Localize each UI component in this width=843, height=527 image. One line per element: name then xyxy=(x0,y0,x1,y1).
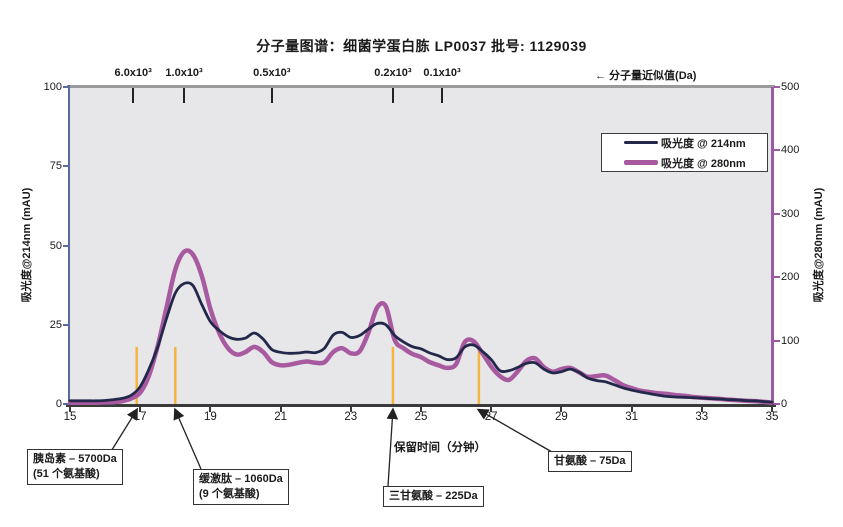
annotation-arrow-2 xyxy=(386,407,399,487)
annotation-box-2: 三甘氨酸 – 225Da xyxy=(383,486,484,507)
x-tick-label-3: 21 xyxy=(274,411,287,423)
y-right-tick-label-5: 500 xyxy=(781,81,800,93)
mw-marker-label-4: 0.1x10³ xyxy=(423,67,461,79)
x-tick-0 xyxy=(69,407,71,412)
mw-marker-tick-1 xyxy=(183,88,186,103)
y-right-tick-4 xyxy=(774,149,780,152)
y-right-tick-2 xyxy=(774,276,780,279)
molecular-weight-approx-label: ← 分子量近似值(Da) xyxy=(595,70,697,82)
y-left-tick-4 xyxy=(63,86,69,88)
right-axis-line xyxy=(771,87,774,406)
x-tick-label-4: 23 xyxy=(344,411,358,423)
mw-marker-label-0: 6.0x10³ xyxy=(114,67,152,79)
y-right-tick-label-3: 300 xyxy=(781,207,800,220)
annotation-box-1: 缓激肽 – 1060Da (9 个氨基酸) xyxy=(193,469,289,505)
x-tick-label-10: 35 xyxy=(765,411,779,423)
legend-line-swatch-0 xyxy=(624,141,658,144)
annotation-arrow-0 xyxy=(109,407,139,454)
x-tick-label-8: 31 xyxy=(625,411,638,423)
legend-item-1: 吸光度 @ 280nm xyxy=(602,155,767,171)
x-tick-2 xyxy=(209,407,212,412)
x-tick-label-2: 19 xyxy=(203,411,217,423)
mw-marker-tick-2 xyxy=(270,88,273,103)
legend-item-0: 吸光度 @ 214nm xyxy=(602,135,767,151)
mw-marker-label-3: 0.2x10³ xyxy=(374,67,412,79)
annotation-arrow-1 xyxy=(173,407,202,470)
x-tick-10 xyxy=(771,407,773,412)
y-left-tick-1 xyxy=(63,323,69,326)
x-tick-4 xyxy=(349,407,352,412)
annotation-text-3-0: 甘氨酸 – 75Da xyxy=(554,455,626,467)
page-title: 分子量图谱：细菌学蛋白胨 LP0037 批号: 1129039 xyxy=(256,38,587,54)
x-axis-line xyxy=(66,404,776,407)
y-left-tick-2 xyxy=(63,244,69,247)
legend-label-1: 吸光度 @ 280nm xyxy=(661,157,746,170)
y-left-tick-label-3: 75 xyxy=(49,160,62,173)
y-right-tick-1 xyxy=(774,339,780,342)
x-tick-9 xyxy=(700,407,703,412)
annotation-text-1-0: 缓激肽 – 1060Da xyxy=(199,473,283,485)
x-tick-label-5: 25 xyxy=(414,411,428,423)
annotation-text-2-0: 三甘氨酸 – 225Da xyxy=(389,490,478,502)
y-left-tick-label-4: 100 xyxy=(43,81,62,93)
x-axis-title: 保留时间（分钟） xyxy=(394,442,486,454)
legend-label-0: 吸光度 @ 214nm xyxy=(661,137,746,150)
chart-legend: 吸光度 @ 214nm 吸光度 @ 280nm xyxy=(601,133,768,172)
y-right-tick-label-2: 200 xyxy=(781,271,800,284)
x-tick-3 xyxy=(279,407,282,412)
legend-line-swatch-1 xyxy=(624,160,658,165)
annotation-box-0: 胰岛素 – 5700Da (51 个氨基酸) xyxy=(27,449,123,485)
mw-marker-tick-3 xyxy=(391,88,394,103)
mw-marker-tick-0 xyxy=(132,88,135,103)
y-right-tick-0 xyxy=(774,403,780,405)
y-left-tick-3 xyxy=(63,165,69,168)
x-tick-label-6: 27 xyxy=(484,411,498,423)
y-right-tick-3 xyxy=(774,212,780,215)
x-tick-label-7: 29 xyxy=(554,411,568,423)
y-right-tick-label-0: 0 xyxy=(781,398,788,410)
y-right-axis-title: 吸光度@280nm (mAU) xyxy=(813,187,825,303)
annotation-box-3: 甘氨酸 – 75Da xyxy=(548,451,632,472)
y-left-tick-label-0: 0 xyxy=(55,398,62,410)
x-tick-label-1: 17 xyxy=(133,411,147,423)
y-left-tick-0 xyxy=(63,403,69,405)
y-right-tick-label-4: 400 xyxy=(781,144,800,157)
y-left-tick-label-1: 25 xyxy=(49,318,62,331)
top-axis-line xyxy=(67,85,775,88)
y-right-tick-label-1: 100 xyxy=(781,334,800,347)
y-left-tick-label-2: 50 xyxy=(49,239,62,252)
y-right-tick-5 xyxy=(774,86,780,88)
left-axis-line xyxy=(68,85,70,406)
x-tick-5 xyxy=(420,407,422,412)
mw-marker-label-1: 1.0x10³ xyxy=(165,67,203,79)
x-tick-1 xyxy=(139,407,142,412)
annotation-text-0-1: (51 个氨基酸) xyxy=(33,467,100,480)
mw-marker-tick-4 xyxy=(441,88,444,103)
annotation-text-1-1: (9 个氨基酸) xyxy=(199,487,260,500)
annotation-text-0-0: 胰岛素 – 5700Da xyxy=(33,453,117,465)
x-tick-7 xyxy=(560,407,563,412)
x-tick-8 xyxy=(630,407,633,412)
mw-marker-label-2: 0.5x10³ xyxy=(253,67,291,79)
x-tick-label-9: 33 xyxy=(695,411,709,423)
x-tick-label-0: 15 xyxy=(63,411,77,423)
